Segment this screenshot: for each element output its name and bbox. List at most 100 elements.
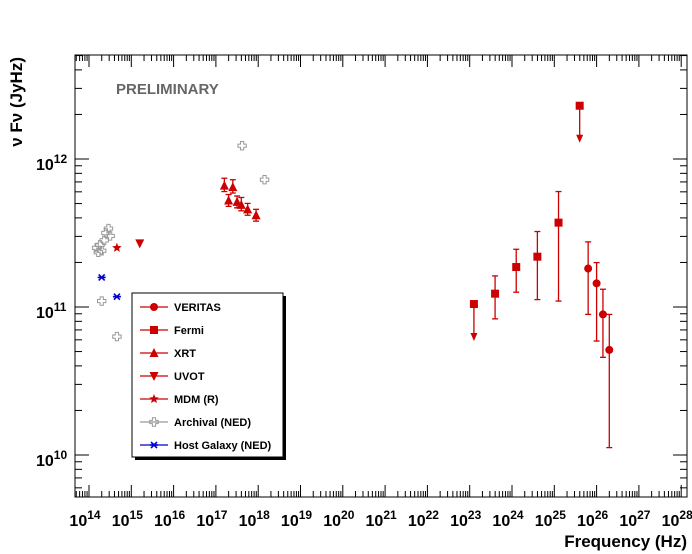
- legend-label: Host Galaxy (NED): [174, 440, 272, 452]
- y-tick-label: 1012: [36, 152, 67, 174]
- asterisk-stroke: [98, 273, 106, 281]
- data-point: [112, 293, 121, 301]
- series-host-galaxy-ned: [97, 273, 121, 301]
- x-tick-label: 1020: [323, 508, 354, 530]
- data-point: [584, 264, 593, 273]
- legend-label: Fermi: [174, 325, 204, 337]
- legend-marker: [150, 326, 158, 334]
- data-point: [575, 101, 584, 110]
- x-tick-exponent: 19: [299, 508, 313, 522]
- x-tick-exponent: 25: [553, 508, 567, 522]
- data-point: [99, 235, 109, 246]
- data-point: [112, 331, 122, 342]
- data-point: [237, 140, 247, 151]
- legend-entry: VERITAS: [140, 302, 221, 314]
- data-point: [259, 175, 270, 185]
- series-mdm-r: [112, 242, 122, 252]
- y-tick-exponent: 11: [54, 300, 67, 314]
- x-tick-exponent: 21: [383, 508, 397, 522]
- x-tick-labels: 1014 1015 1016 1017 1018 1019 1020 1021 1022 1023…: [69, 508, 692, 530]
- data-point: [512, 263, 521, 272]
- legend: VERITAS Fermi XRT UVOT MDM (R) Archival (NED)…: [131, 292, 286, 460]
- legend-marker: [149, 348, 159, 357]
- data-point: [95, 240, 105, 250]
- data-point: [228, 182, 238, 192]
- data-point: [97, 273, 106, 281]
- preliminary-annotation: PRELIMINARY: [116, 81, 219, 98]
- legend-marker: [150, 303, 158, 311]
- legend-label: MDM (R): [174, 394, 219, 406]
- axis-ticks: [75, 55, 687, 497]
- x-tick-label: 1025: [535, 508, 566, 530]
- x-tick-exponent: 23: [468, 508, 482, 522]
- data-point: [96, 296, 107, 306]
- x-tick-exponent: 26: [595, 508, 609, 522]
- data-point: [105, 231, 115, 241]
- data-point: [93, 247, 104, 257]
- x-tick-label: 1019: [281, 508, 312, 530]
- x-tick-label: 1021: [366, 508, 397, 530]
- x-tick-label: 1022: [408, 508, 439, 530]
- y-axis-label: ν Fν (JyHz): [7, 57, 26, 147]
- data-marks: [91, 101, 614, 449]
- data-point: [243, 204, 253, 214]
- legend-label: Archival (NED): [174, 417, 251, 429]
- data-point: [96, 246, 107, 256]
- x-tick-exponent: 14: [87, 508, 101, 522]
- upper-limit-arrowhead: [470, 333, 478, 342]
- series-archival-ned: [91, 140, 270, 342]
- data-point: [112, 242, 122, 252]
- legend-marker: [149, 417, 159, 427]
- asterisk-stroke: [150, 441, 158, 449]
- data-point: [592, 279, 601, 288]
- data-point: [491, 289, 500, 298]
- legend-entry: MDM (R): [140, 394, 219, 406]
- x-tick-label: 1024: [492, 508, 523, 530]
- x-tick-label: 1027: [619, 508, 650, 530]
- x-tick-label: 1016: [154, 508, 185, 530]
- data-point: [219, 180, 229, 190]
- x-tick-exponent: 20: [341, 508, 355, 522]
- x-tick-label: 1023: [450, 508, 481, 530]
- series-uvot: [135, 239, 145, 249]
- x-tick-exponent: 27: [637, 508, 651, 522]
- legend-label: XRT: [174, 348, 196, 360]
- x-tick-exponent: 18: [256, 508, 270, 522]
- x-axis-label: Frequency (Hz): [564, 532, 687, 551]
- legend-entry: Host Galaxy (NED): [140, 440, 272, 452]
- data-point: [224, 195, 234, 205]
- legend-box: [131, 292, 284, 458]
- upper-limit-arrowhead: [576, 134, 584, 143]
- legend-marker: [150, 441, 158, 449]
- legend-entry: Fermi: [140, 325, 204, 337]
- plot-frame: [74, 54, 688, 498]
- x-tick-label: 1026: [577, 508, 608, 530]
- x-tick-label: 1028: [662, 508, 692, 530]
- x-tick-exponent: 22: [426, 508, 440, 522]
- x-tick-exponent: 17: [214, 508, 228, 522]
- series-xrt: [219, 177, 261, 222]
- data-point: [533, 252, 542, 261]
- x-tick-exponent: 28: [679, 508, 692, 522]
- data-point: [251, 210, 261, 220]
- y-tick-exponent: 10: [54, 448, 68, 462]
- x-tick-exponent: 24: [510, 508, 524, 522]
- data-point: [554, 218, 563, 227]
- x-tick-label: 1018: [239, 508, 270, 530]
- x-tick-exponent: 15: [130, 508, 144, 522]
- data-point: [135, 239, 145, 249]
- x-tick-label: 1015: [112, 508, 143, 530]
- data-point: [232, 196, 242, 206]
- asterisk-stroke: [113, 293, 121, 301]
- y-tick-exponent: 12: [54, 152, 68, 166]
- legend-label: UVOT: [174, 371, 205, 383]
- legend-entry: UVOT: [140, 371, 205, 383]
- series-veritas: [584, 241, 614, 449]
- legend-entry: XRT: [140, 348, 196, 360]
- x-tick-exponent: 16: [172, 508, 186, 522]
- legend-label: VERITAS: [174, 302, 221, 314]
- y-tick-label: 1010: [36, 448, 67, 470]
- legend-marker: [149, 372, 159, 381]
- data-point: [469, 300, 478, 309]
